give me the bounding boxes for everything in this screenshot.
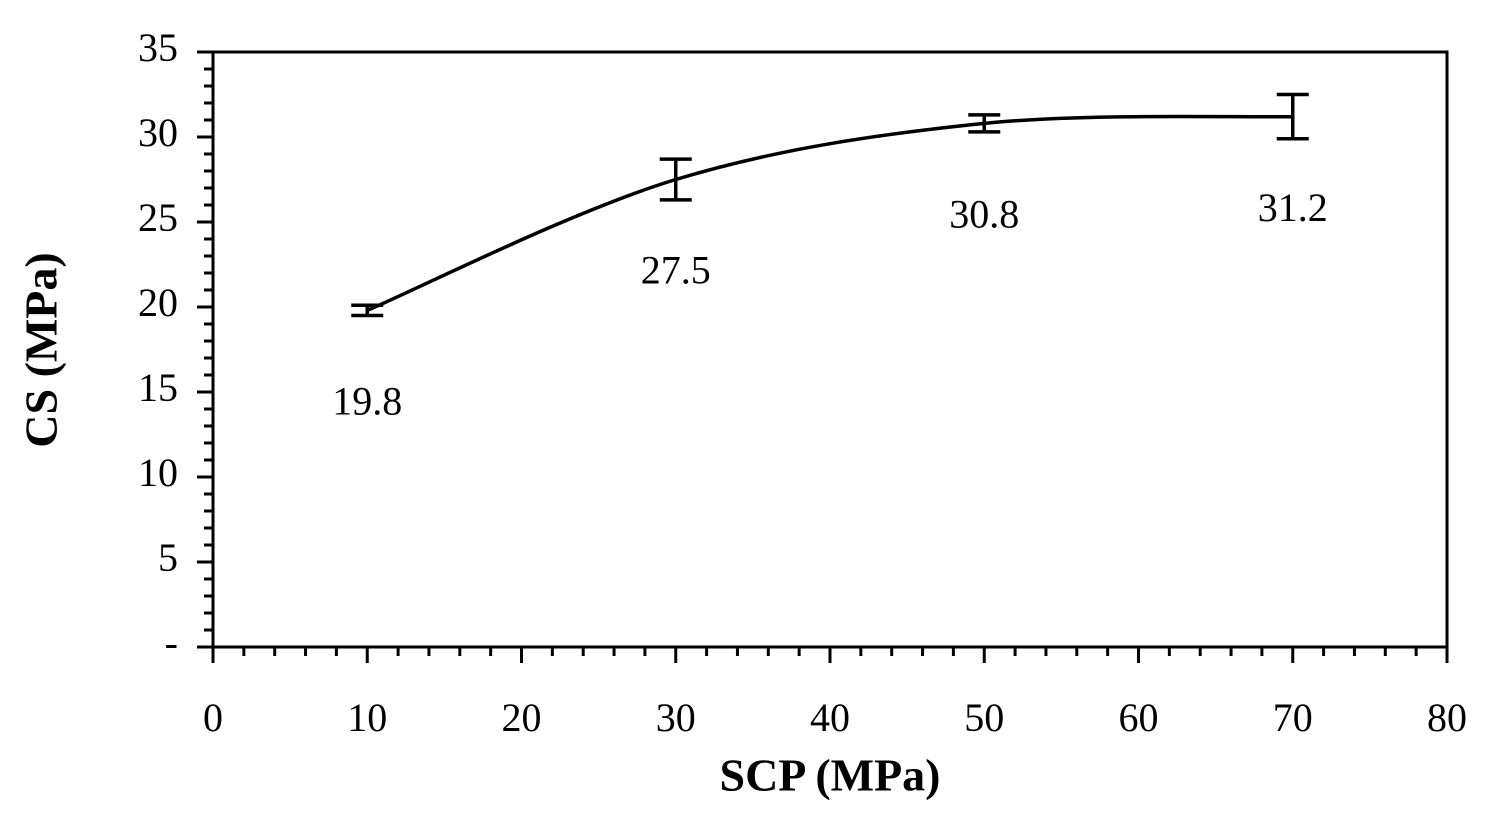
y-tick-label: 5	[158, 535, 178, 580]
data-label: 19.8	[332, 379, 402, 424]
error-bar	[1276, 92, 1309, 141]
x-tick-label: 20	[502, 695, 542, 740]
x-tick-label: 10	[347, 695, 387, 740]
error-bar	[659, 157, 692, 202]
x-tick-label: 40	[810, 695, 850, 740]
x-axis-title: SCP (MPa)	[719, 750, 940, 801]
y-tick-label: 35	[138, 25, 178, 70]
x-tick-label: 80	[1427, 695, 1467, 740]
x-tick-label: 30	[656, 695, 696, 740]
error-bar	[351, 303, 384, 318]
y-tick-label: -	[165, 620, 178, 665]
line	[366, 114, 1293, 313]
y-tick-label: 25	[138, 195, 178, 240]
x-tick-label: 70	[1273, 695, 1313, 740]
data-label: 30.8	[949, 192, 1019, 237]
y-tick-label: 10	[138, 450, 178, 495]
y-axis-title: CS (MPa)	[16, 252, 67, 447]
y-tick-label: 20	[138, 280, 178, 325]
y-tick-label: 15	[138, 365, 178, 410]
data-label: 27.5	[641, 248, 711, 293]
data-label: 31.2	[1258, 185, 1328, 230]
plot-frame	[211, 50, 1449, 649]
x-tick-label: 60	[1119, 695, 1159, 740]
x-tick-label: 50	[964, 695, 1004, 740]
error-bar	[968, 113, 1001, 134]
y-tick-label: 30	[138, 110, 178, 155]
x-tick-label: 0	[203, 695, 223, 740]
